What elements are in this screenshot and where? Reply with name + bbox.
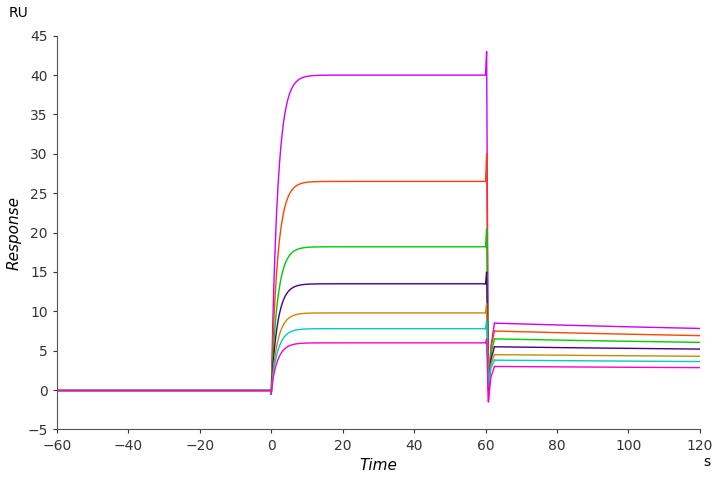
Y-axis label: Response: Response bbox=[7, 196, 22, 270]
X-axis label: Time: Time bbox=[359, 458, 397, 473]
Text: RU: RU bbox=[9, 6, 28, 20]
Text: s: s bbox=[703, 455, 710, 469]
